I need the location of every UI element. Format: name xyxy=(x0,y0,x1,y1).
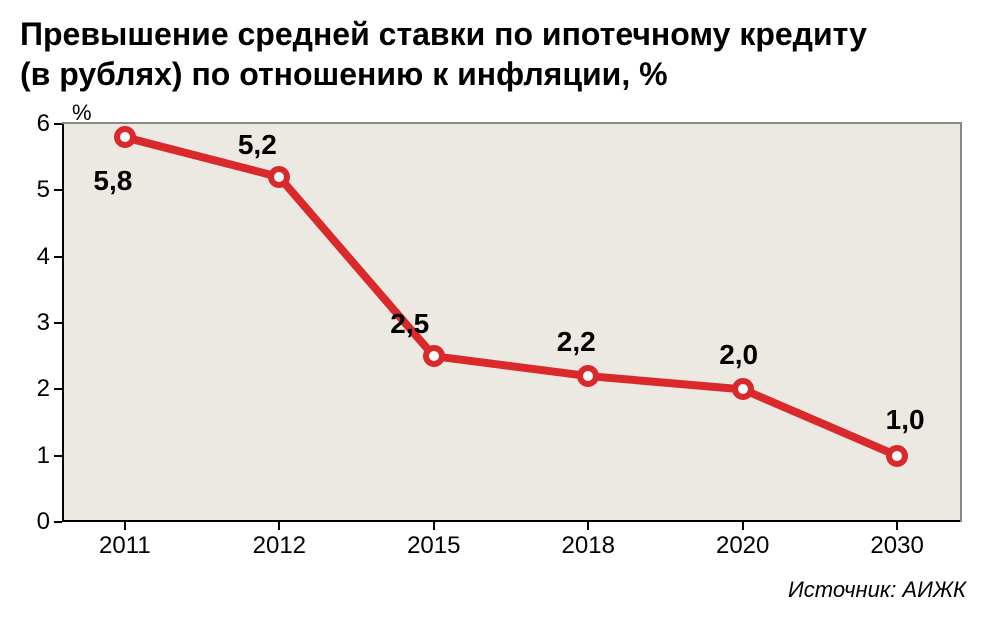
data-label: 5,2 xyxy=(238,129,277,161)
y-tick-mark xyxy=(54,455,62,457)
title-line-2: (в рублях) по отношению к инфляции, % xyxy=(20,56,668,92)
data-marker xyxy=(577,365,599,387)
y-tick-mark xyxy=(54,388,62,390)
data-label: 2,0 xyxy=(719,339,758,371)
x-tick-mark xyxy=(433,522,435,530)
series-line xyxy=(125,137,897,455)
chart-title: Превышение средней ставки по ипотечному … xyxy=(20,14,974,94)
data-marker xyxy=(114,126,136,148)
y-tick-mark xyxy=(54,256,62,258)
source-label: Источник: АИЖК xyxy=(788,577,966,603)
x-tick-mark xyxy=(896,522,898,530)
x-tick-mark xyxy=(278,522,280,530)
x-tick-mark xyxy=(587,522,589,530)
plot-area: % 01234562011201220152018202020305,85,22… xyxy=(62,122,962,522)
x-tick-mark xyxy=(124,522,126,530)
data-label: 2,5 xyxy=(390,308,429,340)
y-tick-mark xyxy=(54,123,62,125)
x-tick-mark xyxy=(742,522,744,530)
data-marker xyxy=(423,345,445,367)
line-series xyxy=(62,124,960,522)
data-label: 5,8 xyxy=(93,165,132,197)
y-tick-mark xyxy=(54,189,62,191)
data-label: 2,2 xyxy=(557,326,596,358)
y-tick-mark xyxy=(54,521,62,523)
data-marker xyxy=(886,445,908,467)
y-tick-mark xyxy=(54,322,62,324)
title-line-1: Превышение средней ставки по ипотечному … xyxy=(20,16,867,52)
y-axis-unit: % xyxy=(72,100,92,126)
data-marker xyxy=(732,378,754,400)
data-label: 1,0 xyxy=(886,404,925,436)
chart-container: Превышение средней ставки по ипотечному … xyxy=(0,0,994,621)
data-marker xyxy=(268,166,290,188)
